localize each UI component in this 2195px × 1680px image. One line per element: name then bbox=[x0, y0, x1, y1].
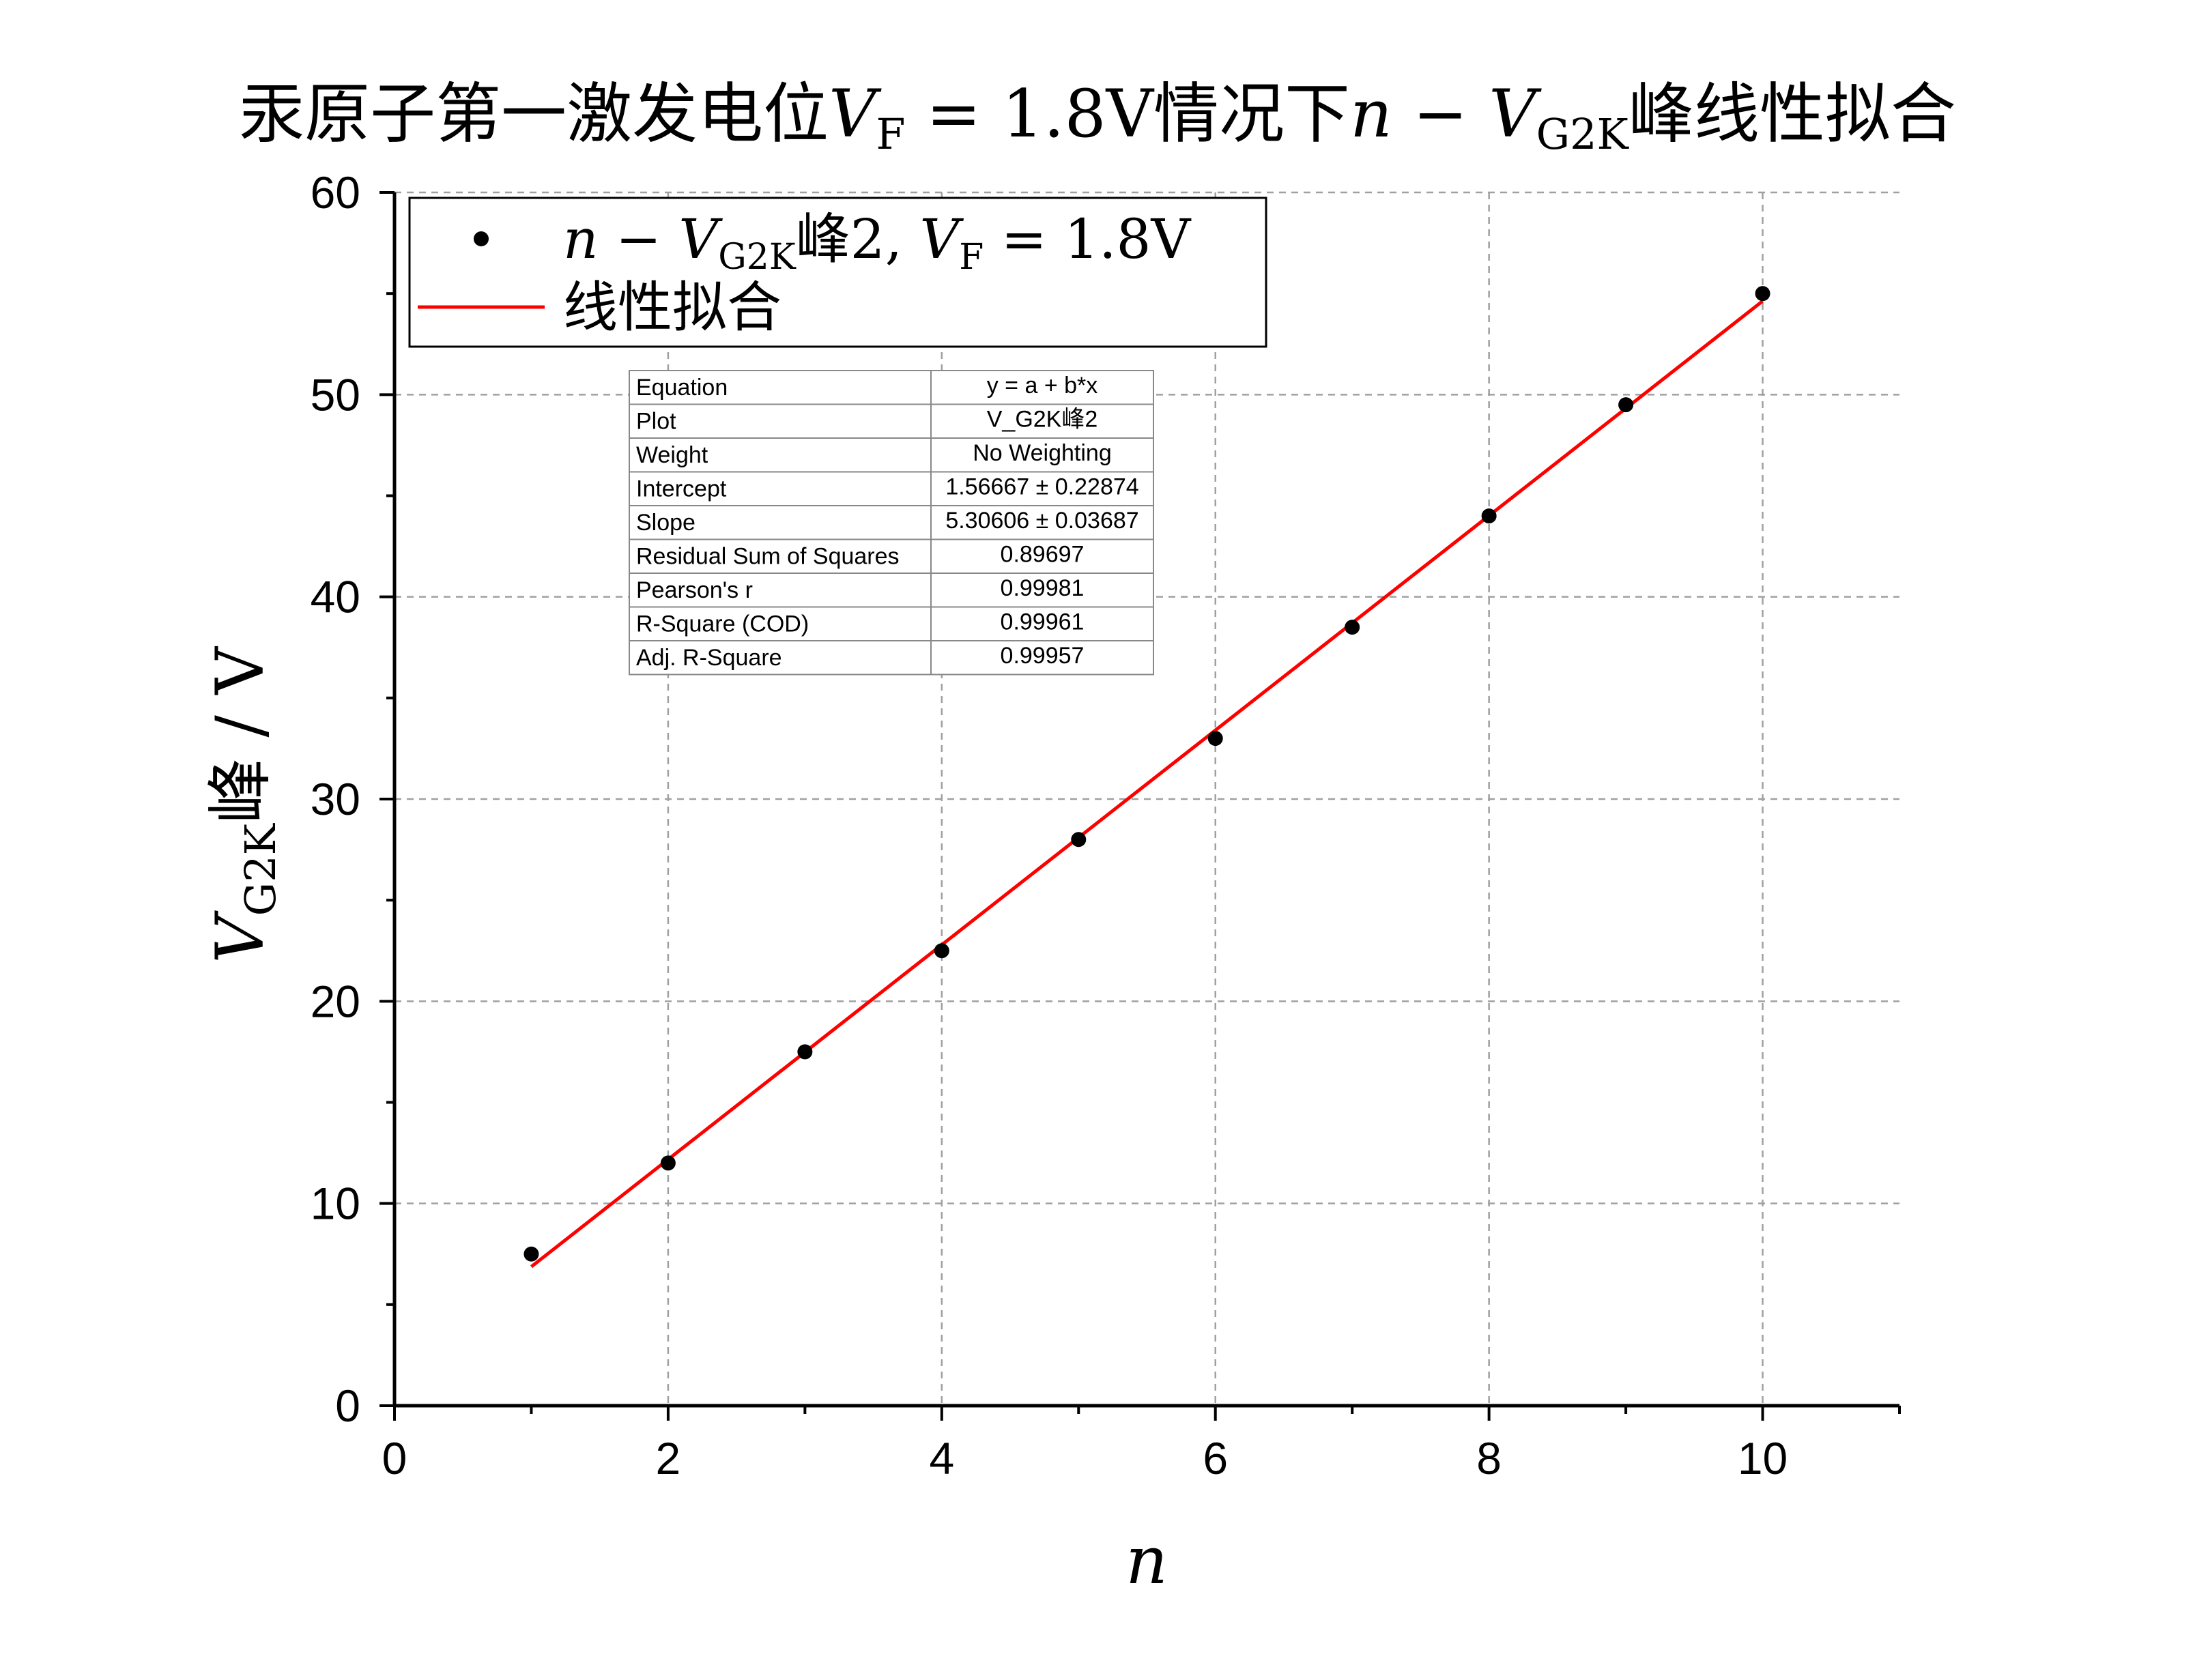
data-point bbox=[1481, 508, 1497, 524]
tick-marks bbox=[379, 191, 1901, 1421]
x-tick-label: 10 bbox=[1738, 1433, 1788, 1483]
legend-box bbox=[408, 197, 1267, 348]
fit-table-value: 1.56667 ± 0.22874 bbox=[945, 474, 1138, 500]
fit-table-key: Equation bbox=[636, 375, 728, 401]
legend-v: V bbox=[678, 207, 723, 271]
x-tick-label: 4 bbox=[929, 1433, 954, 1483]
legend-peak: 峰2, bbox=[796, 207, 920, 271]
fit-table-key: Residual Sum of Squares bbox=[636, 544, 900, 570]
legend-n: n bbox=[563, 207, 599, 271]
fit-table-value: 0.99961 bbox=[1001, 609, 1085, 635]
legend: n − VG2K峰2, VF = 1.8V 线性拟合 bbox=[408, 197, 1267, 348]
data-point bbox=[660, 1155, 676, 1171]
fit-table-frame bbox=[629, 370, 1154, 676]
x-tick-label: 0 bbox=[382, 1433, 407, 1483]
fit-table-key: Slope bbox=[636, 510, 695, 536]
x-tick-label: 6 bbox=[1203, 1433, 1228, 1483]
y-tick-label: 60 bbox=[311, 167, 360, 218]
x-tick-label: 8 bbox=[1476, 1433, 1502, 1483]
legend-vf-sub: F bbox=[959, 237, 984, 278]
fit-table-key: Adj. R-Square bbox=[636, 645, 782, 671]
y-label-symbol: V bbox=[202, 910, 278, 964]
legend-vf: V bbox=[919, 207, 964, 271]
y-tick-label: 30 bbox=[311, 774, 360, 824]
data-point bbox=[523, 1246, 539, 1262]
x-axis-label: n bbox=[1125, 1522, 1168, 1599]
y-label-sub: G2K bbox=[235, 822, 285, 916]
title-minus: − bbox=[1392, 76, 1489, 152]
title-vf-sub: F bbox=[876, 109, 905, 159]
fit-table-key: R-Square (COD) bbox=[636, 611, 809, 637]
data-point bbox=[1207, 731, 1223, 747]
fit-table-value: 0.89697 bbox=[1001, 542, 1085, 568]
legend-v-sub: G2K bbox=[718, 237, 797, 278]
chart-title: 汞原子第一激发电位VF = 1.8V情况下n − VG2K峰线性拟合 bbox=[239, 76, 1956, 159]
title-v-symbol: V bbox=[1489, 76, 1542, 152]
fit-table-key: Intercept bbox=[636, 476, 727, 502]
title-vf-eq: = 1.8V bbox=[905, 76, 1154, 152]
title-vf-symbol: V bbox=[829, 76, 882, 152]
x-tick-label: 2 bbox=[656, 1433, 681, 1483]
data-point bbox=[1345, 620, 1360, 635]
data-points bbox=[523, 286, 1770, 1262]
title-prefix: 汞原子第一激发电位 bbox=[239, 76, 829, 152]
legend-scatter-label: n − VG2K峰2, VF = 1.8V bbox=[563, 207, 1191, 278]
legend-fit-label: 线性拟合 bbox=[563, 276, 781, 339]
fit-table-value: 0.99957 bbox=[1001, 643, 1085, 669]
fit-line bbox=[530, 300, 1764, 1269]
data-point bbox=[1755, 286, 1770, 302]
title-v-sub: G2K bbox=[1536, 109, 1630, 159]
data-point bbox=[934, 943, 949, 959]
fit-table-key: Plot bbox=[636, 409, 676, 435]
fit-table-key: Weight bbox=[636, 442, 708, 468]
title-mid: 情况下 bbox=[1153, 76, 1350, 152]
legend-scatter-marker bbox=[474, 231, 489, 246]
fit-results-table: Equation y = a + b*x Plot V_G2K峰2 Weight No W… bbox=[629, 370, 1154, 676]
fit-table-value: 0.99981 bbox=[1001, 575, 1085, 601]
fit-table-value: V_G2K峰2 bbox=[987, 407, 1098, 433]
y-axis-label: VG2K峰 / V bbox=[202, 646, 285, 964]
fit-table-value: No Weighting bbox=[973, 440, 1112, 466]
legend-minus: − bbox=[599, 207, 679, 271]
fit-line-layer bbox=[530, 300, 1764, 1269]
fit-table-value: 5.30606 ± 0.03687 bbox=[945, 508, 1138, 534]
fit-table-value: y = a + b*x bbox=[987, 373, 1098, 399]
legend-vf-eq: = 1.8V bbox=[984, 207, 1191, 271]
fit-table-key: Pearson's r bbox=[636, 577, 753, 603]
y-tick-label: 0 bbox=[335, 1380, 360, 1431]
title-n-symbol: n bbox=[1350, 76, 1392, 152]
y-tick-label: 10 bbox=[311, 1178, 360, 1229]
tick-labels: 0 2 4 6 8 10 0 10 20 30 40 50 60 bbox=[311, 167, 1788, 1483]
y-label-rest: 峰 / V bbox=[202, 646, 278, 824]
title-suffix: 峰线性拟合 bbox=[1629, 76, 1956, 152]
y-tick-label: 20 bbox=[311, 976, 360, 1026]
y-tick-label: 40 bbox=[311, 572, 360, 622]
data-point bbox=[797, 1044, 813, 1060]
data-point bbox=[1071, 832, 1087, 848]
y-tick-label: 50 bbox=[311, 369, 360, 420]
data-point bbox=[1618, 397, 1634, 413]
